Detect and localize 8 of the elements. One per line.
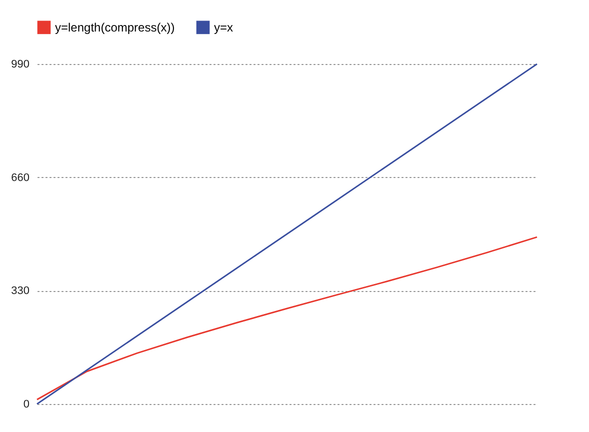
- line-series: [36, 236, 538, 400]
- y-tick-label: 330: [11, 285, 30, 298]
- y-tick-label: 0: [23, 398, 30, 410]
- line-series: [36, 63, 538, 405]
- y-tick-label: 660: [11, 172, 30, 184]
- legend-label: y=x: [214, 20, 234, 34]
- legend-label: y=length(compress(x)): [55, 20, 175, 34]
- y-tick-label: 990: [11, 58, 30, 70]
